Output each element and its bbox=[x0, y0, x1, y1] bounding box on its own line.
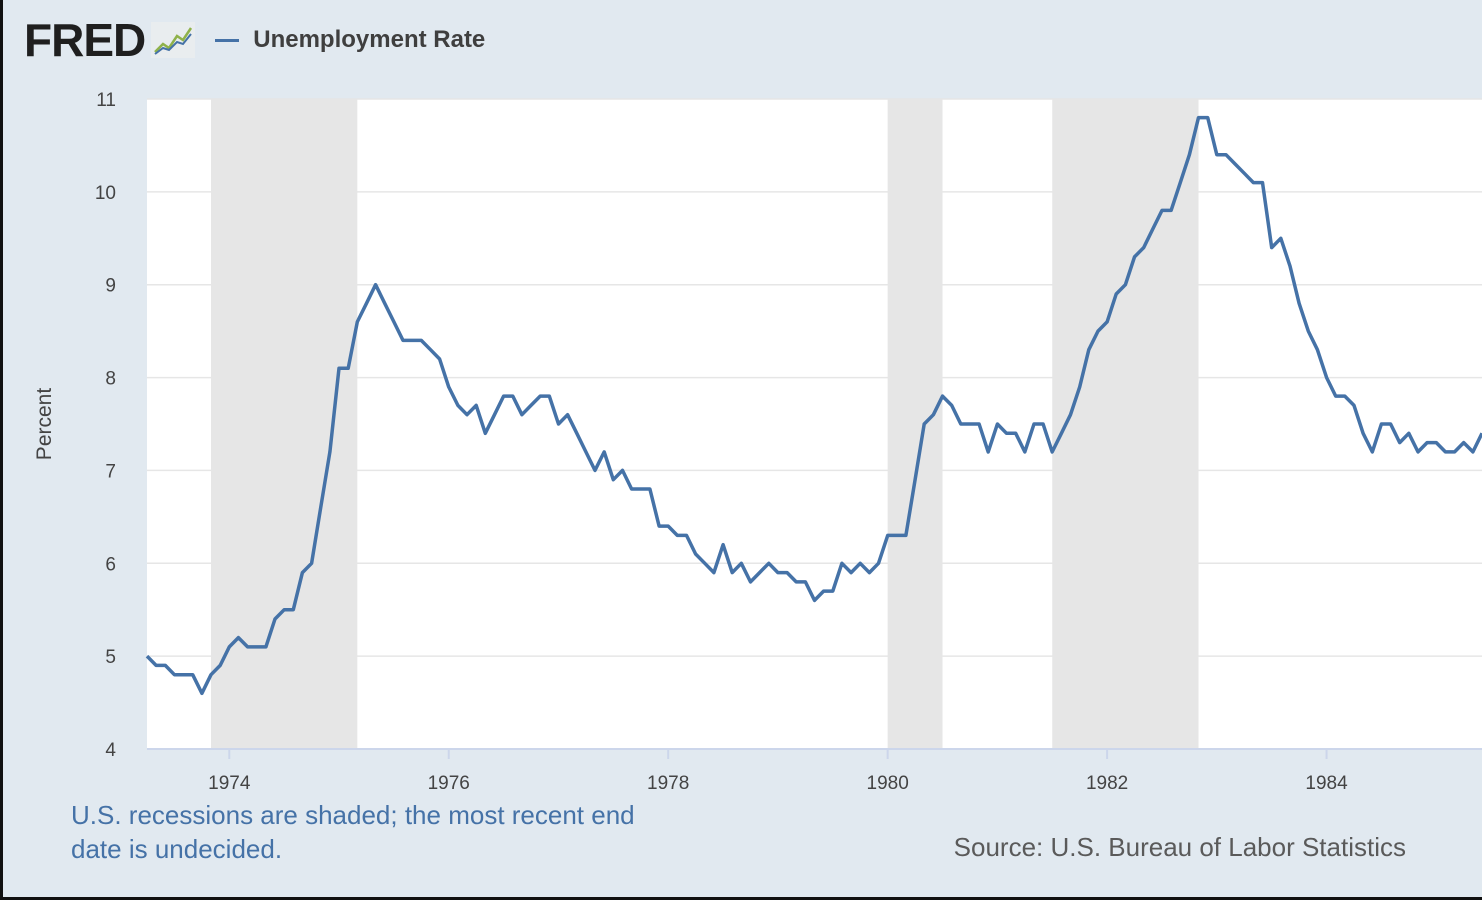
y-tick-label: 5 bbox=[105, 647, 116, 668]
recession-band bbox=[887, 99, 943, 749]
y-tick-label: 10 bbox=[95, 183, 116, 204]
y-tick-labels: 4 5 6 7 8 9 10 11 bbox=[95, 90, 117, 761]
legend-swatch bbox=[215, 38, 240, 42]
chart-legend: Unemployment Rate bbox=[215, 26, 485, 54]
recession-band bbox=[211, 99, 358, 749]
x-tick-labels: 1974 1976 1978 1980 1982 1984 bbox=[208, 749, 1348, 794]
chart-header: FRED Unemployment Rate bbox=[24, 14, 485, 66]
series-line-unemployment-rate[interactable] bbox=[145, 115, 1482, 696]
x-tick-label: 1978 bbox=[647, 773, 689, 794]
fred-logo[interactable]: FRED bbox=[24, 14, 146, 66]
recession-note: U.S. recessions are shaded; the most rec… bbox=[71, 800, 635, 864]
y-tick-label: 6 bbox=[105, 554, 116, 575]
gridlines bbox=[147, 98, 1482, 750]
legend-label: Unemployment Rate bbox=[253, 26, 486, 53]
line-graph-icon bbox=[151, 22, 196, 58]
x-tick-label: 1984 bbox=[1305, 773, 1348, 794]
x-tick-label: 1980 bbox=[867, 773, 909, 794]
x-tick-label: 1982 bbox=[1086, 773, 1128, 794]
plot-background bbox=[147, 99, 1482, 749]
series-layer bbox=[145, 115, 1482, 696]
y-tick-label: 7 bbox=[105, 461, 116, 482]
y-tick-label: 8 bbox=[105, 369, 116, 390]
y-tick-label: 9 bbox=[105, 276, 116, 297]
source-credit: Source: U.S. Bureau of Labor Statistics bbox=[953, 832, 1406, 862]
recession-band bbox=[1052, 99, 1199, 749]
x-tick-label: 1976 bbox=[428, 773, 470, 794]
y-tick-label: 11 bbox=[96, 90, 116, 111]
y-axis-label: Percent bbox=[33, 388, 56, 461]
x-tick-label: 1974 bbox=[208, 773, 251, 794]
y-tick-label: 4 bbox=[105, 740, 116, 761]
